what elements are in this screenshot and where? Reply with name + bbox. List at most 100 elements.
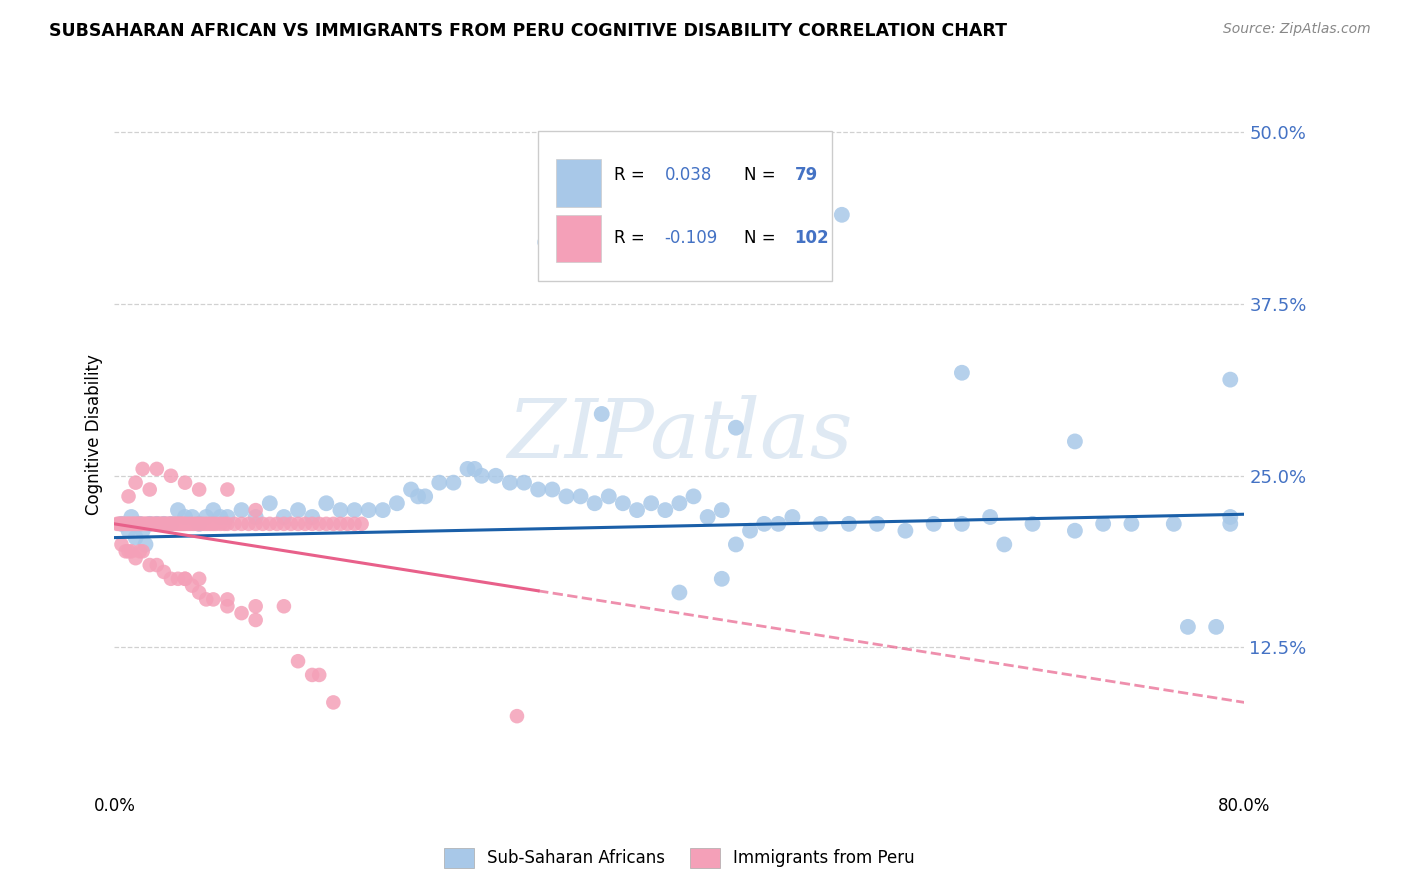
Point [294,516,316,531]
Point [640,496,662,510]
Point [124,475,146,490]
Point [626,503,648,517]
Point [752,516,775,531]
Point [406,489,429,503]
Point [1205,620,1227,634]
Point [922,516,945,531]
Point [1163,516,1185,531]
Point [131,544,153,558]
Point [110,516,132,531]
Point [499,475,522,490]
Point [125,516,148,531]
Point [329,503,352,517]
Point [441,475,464,490]
Point [280,516,302,531]
Point [205,516,228,531]
Point [167,516,190,531]
Point [583,496,606,510]
Legend: Sub-Saharan Africans, Immigrants from Peru: Sub-Saharan Africans, Immigrants from Pe… [436,839,924,876]
Point [322,516,344,531]
FancyBboxPatch shape [538,131,832,281]
Point [131,462,153,476]
Point [195,510,218,524]
Point [202,516,225,531]
Point [114,516,136,531]
Point [138,516,160,531]
Point [150,516,173,531]
Point [668,496,690,510]
Point [979,510,1001,524]
Y-axis label: Cognitive Disability: Cognitive Disability [86,354,103,515]
Point [122,516,145,531]
Point [110,537,132,551]
Point [160,468,183,483]
Point [121,516,143,531]
Point [273,599,295,614]
Point [131,516,153,531]
Point [134,537,156,551]
Text: Source: ZipAtlas.com: Source: ZipAtlas.com [1223,22,1371,37]
Point [110,516,132,531]
Point [471,468,494,483]
Point [108,516,131,531]
Text: ZIPatlas: ZIPatlas [506,394,852,475]
Point [153,516,176,531]
Point [950,366,973,380]
Point [165,516,187,531]
Point [782,510,804,524]
Point [513,475,536,490]
Point [534,235,557,250]
Point [115,516,138,531]
Point [167,572,190,586]
Point [120,544,142,558]
Point [138,516,160,531]
Point [139,516,162,531]
Point [287,654,309,668]
Point [124,551,146,566]
Point [117,489,139,503]
Point [252,516,274,531]
Point [1219,510,1241,524]
Point [209,510,232,524]
Point [194,516,217,531]
FancyBboxPatch shape [557,159,602,207]
Point [138,558,160,572]
Point [217,516,239,531]
Point [174,475,197,490]
Point [894,524,917,538]
Point [457,462,479,476]
Point [768,516,790,531]
Point [371,503,394,517]
Point [866,516,889,531]
Point [217,592,239,607]
Point [598,489,620,503]
Point [155,516,177,531]
Point [162,516,184,531]
Point [181,579,204,593]
Point [301,510,323,524]
Point [301,668,323,682]
Point [724,537,747,551]
Point [174,572,197,586]
Point [128,544,150,558]
Point [141,516,163,531]
Point [156,516,179,531]
Point [287,503,309,517]
Point [146,516,169,531]
Point [710,572,733,586]
Point [1021,516,1043,531]
Point [186,516,208,531]
Point [111,516,134,531]
Point [135,516,157,531]
Point [177,516,200,531]
Point [160,572,183,586]
Point [1121,516,1143,531]
Point [329,516,352,531]
Point [127,516,149,531]
Point [696,510,718,524]
Point [259,516,281,531]
Point [170,516,193,531]
Point [163,516,186,531]
Point [315,496,337,510]
Point [153,516,176,531]
